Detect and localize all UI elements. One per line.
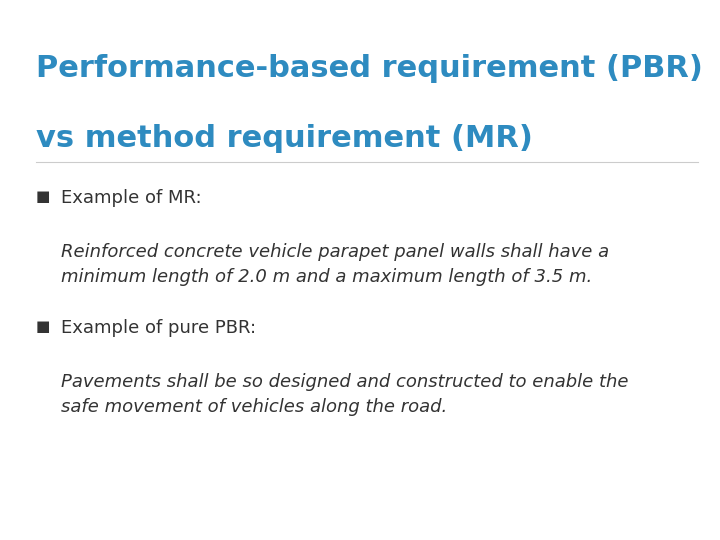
Text: ■: ■ [36,319,50,334]
Text: Example of MR:: Example of MR: [61,189,202,207]
Text: vs method requirement (MR): vs method requirement (MR) [36,124,533,153]
Text: ■: ■ [36,189,50,204]
Text: Example of pure PBR:: Example of pure PBR: [61,319,256,336]
Text: Pavements shall be so designed and constructed to enable the
safe movement of ve: Pavements shall be so designed and const… [61,373,629,416]
Text: Performance-based requirement (PBR): Performance-based requirement (PBR) [36,54,703,83]
Text: Reinforced concrete vehicle parapet panel walls shall have a
minimum length of 2: Reinforced concrete vehicle parapet pane… [61,243,609,286]
